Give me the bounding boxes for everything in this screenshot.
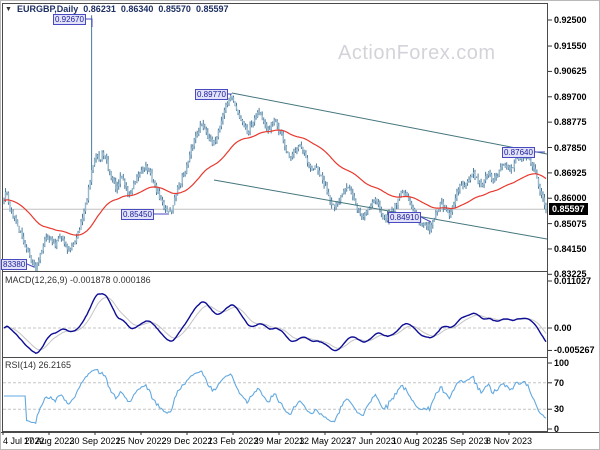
rsi-panel[interactable] bbox=[3, 368, 547, 425]
price-annotation-0.89770[interactable]: 0.89770 bbox=[195, 89, 228, 100]
x-axis-label: 4 Jul 2022 bbox=[3, 436, 45, 446]
y-axis-label: 0.84150 bbox=[554, 243, 587, 254]
candlestick-wicks bbox=[3, 15, 547, 271]
x-axis-label: 30 Sep 2022 bbox=[69, 436, 121, 446]
watermark: ActionForex.com bbox=[338, 42, 496, 64]
x-axis-label: 25 Sep 2023 bbox=[437, 436, 489, 446]
main-price-panel[interactable] bbox=[2, 15, 547, 275]
y-axis-label: 0.86925 bbox=[554, 167, 587, 178]
trendline-1[interactable] bbox=[231, 92, 547, 155]
x-axis-label: 15 Nov 2022 bbox=[115, 436, 167, 446]
annotation-connector bbox=[85, 18, 93, 27]
price-annotation-0.85450[interactable]: 0.85450 bbox=[121, 209, 154, 220]
y-axis-label: 0.85075 bbox=[554, 218, 587, 229]
collapse-icon[interactable]: ▼ bbox=[5, 5, 12, 13]
x-axis-label: 10 Aug 2023 bbox=[391, 436, 443, 446]
y-axis-label: -0.005267 bbox=[554, 345, 595, 356]
chart-title-bar: ▼ EURGBP,Daily 0.86231 0.86340 0.85570 0… bbox=[5, 4, 228, 14]
candlestick-bodies bbox=[4, 95, 547, 271]
x-axis-label: 12 May 2023 bbox=[298, 436, 352, 446]
ohlc-open: 0.86231 bbox=[83, 4, 116, 14]
x-axis-label: 27 Jun 2023 bbox=[346, 436, 396, 446]
y-axis-label: 0.89700 bbox=[554, 91, 587, 102]
y-axis-label: 0.91550 bbox=[554, 41, 587, 52]
current-price-tag: 0.85597 bbox=[549, 203, 588, 216]
plot-frame bbox=[2, 3, 548, 432]
y-axis-label: 0.86000 bbox=[554, 193, 587, 204]
y-axis-label: 0.00 bbox=[554, 323, 572, 333]
symbol-timeframe-label: EURGBP,Daily bbox=[16, 4, 79, 14]
y-axis-label: 70 bbox=[554, 377, 565, 388]
annotation-connector bbox=[26, 263, 35, 268]
price-annotation-0.84910[interactable]: 0.84910 bbox=[388, 212, 421, 223]
x-axis-label: 29 Mar 2023 bbox=[253, 436, 305, 446]
ohlc-close: 0.85597 bbox=[195, 4, 229, 14]
macd-indicator-label: MACD(12,26,9) -0.001878 0.000186 bbox=[5, 275, 151, 285]
y-axis-label: 0.87850 bbox=[554, 142, 587, 153]
x-axis-label: 29 Dec 2022 bbox=[161, 436, 213, 446]
x-axis-label: 8 Nov 2023 bbox=[485, 436, 533, 446]
y-axis-label: 0.011027 bbox=[554, 276, 592, 286]
macd-main-line bbox=[3, 292, 547, 354]
ohlc-high: 0.86340 bbox=[120, 4, 154, 14]
y-axis-label: 0.90625 bbox=[554, 66, 587, 77]
macd-signal-line bbox=[3, 296, 547, 351]
y-axis-label: 0.92500 bbox=[554, 15, 587, 25]
x-axis-label: 17 Aug 2022 bbox=[23, 436, 75, 446]
price-annotation-0.92670[interactable]: 0.92670 bbox=[53, 14, 86, 25]
annotation-connector bbox=[420, 216, 432, 223]
rsi-indicator-label: RSI(14) 26.2165 bbox=[5, 360, 72, 370]
rsi-line bbox=[4, 368, 547, 425]
macd-panel[interactable] bbox=[3, 292, 547, 354]
moving-average-line bbox=[3, 129, 547, 236]
price-annotation-83380[interactable]: 83380 bbox=[1, 259, 28, 270]
x-axis-label: 13 Feb 2023 bbox=[207, 436, 259, 446]
y-axis-label: 100 bbox=[554, 358, 570, 368]
y-axis-label: 0.88775 bbox=[554, 117, 587, 128]
y-axis-label: 30 bbox=[554, 404, 565, 415]
y-axis-label: 0 bbox=[554, 424, 560, 434]
price-annotation-0.87640[interactable]: 0.87640 bbox=[502, 147, 535, 158]
ohlc-low: 0.85570 bbox=[158, 4, 191, 14]
trendline-2[interactable] bbox=[213, 179, 547, 240]
y-axis-label: 0.83225 bbox=[554, 269, 587, 280]
